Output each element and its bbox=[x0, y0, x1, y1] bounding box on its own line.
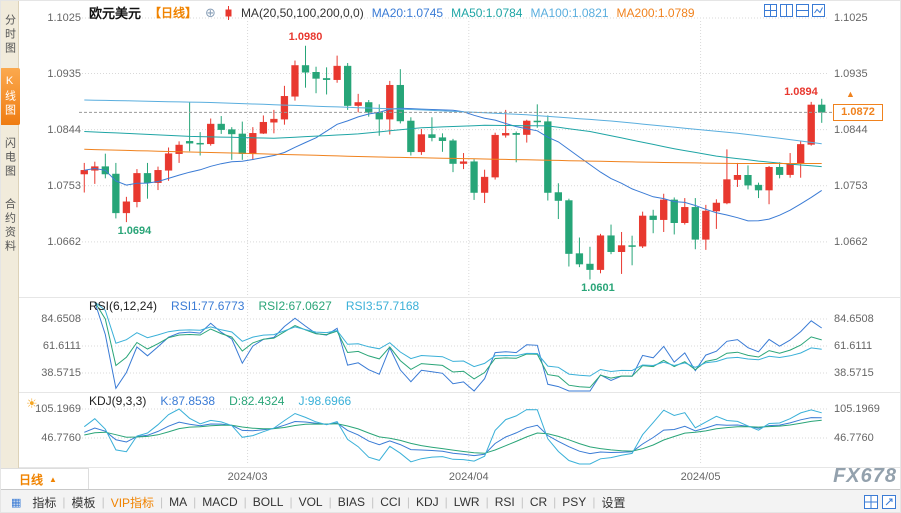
kdj-k-value: K:87.8538 bbox=[160, 394, 216, 408]
x-axis-tick: 2024/05 bbox=[680, 471, 721, 483]
candle-indicator-icon bbox=[224, 5, 233, 20]
toolbar-separator: | bbox=[328, 495, 332, 509]
rsi-panel-header: RSI(6,12,24) RSI1:77.6773 RSI2:67.0627 R… bbox=[89, 299, 419, 313]
toolbar-separator: | bbox=[485, 495, 489, 509]
toolbar-separator: | bbox=[193, 495, 197, 509]
price-annotation: 1.0694 bbox=[117, 225, 152, 238]
ma50-value: MA50:1.0784 bbox=[451, 5, 523, 20]
sidebar-nav: 分时图 K线图 闪电图 合约资料 bbox=[1, 1, 20, 468]
price-up-arrow-icon: ▲ bbox=[846, 89, 855, 100]
toolbar-item-2[interactable]: VIP指标 bbox=[110, 495, 155, 510]
toolbar-separator: | bbox=[592, 495, 596, 509]
ma-params-label: MA(20,50,100,200,0,0) bbox=[240, 5, 364, 20]
toolbar-separator: | bbox=[101, 495, 105, 509]
layout-grid-icon[interactable] bbox=[764, 4, 777, 17]
toolbar-separator: | bbox=[406, 495, 410, 509]
x-axis-tick: 2024/03 bbox=[227, 471, 268, 483]
layout-rows-icon[interactable] bbox=[796, 4, 809, 17]
x-axis-tick: 2024/04 bbox=[448, 471, 489, 483]
ma100-value: MA100:1.0821 bbox=[530, 5, 609, 20]
kdj-j-value: J:98.6966 bbox=[298, 394, 352, 408]
toolbar-separator: | bbox=[243, 495, 247, 509]
period-label[interactable]: 【日线】 bbox=[149, 6, 198, 20]
toolbar-separator: | bbox=[160, 495, 164, 509]
chart-header: 欧元美元 【日线】 ⊕ MA(20,50,100,200,0,0) MA20:1… bbox=[89, 4, 695, 22]
toolbar-items: 指标 | 模板 | VIP指标 | MA | MACD | BOLL | VOL | BIAS | CCI | KD… bbox=[26, 494, 631, 511]
ma200-value: MA200:1.0789 bbox=[616, 5, 695, 20]
circle-plus-icon[interactable]: ⊕ bbox=[205, 4, 216, 20]
toolbar-separator: | bbox=[553, 495, 557, 509]
chart-canvas[interactable] bbox=[19, 1, 901, 488]
ma20-value: MA20:1.0745 bbox=[371, 5, 444, 20]
toolbar-item-12[interactable]: CR bbox=[529, 495, 548, 509]
period-tab-label: 日线 bbox=[19, 472, 44, 487]
toolbar-item-3[interactable]: MA bbox=[169, 495, 188, 509]
layout-icons bbox=[764, 4, 825, 17]
toolbar-item-13[interactable]: PSY bbox=[562, 495, 587, 509]
toolbar-separator: | bbox=[371, 495, 375, 509]
sidebar-item-time-chart[interactable]: 分时图 bbox=[3, 14, 16, 56]
rsi3-value: RSI3:57.7168 bbox=[345, 299, 420, 313]
rsi2-value: RSI2:67.0627 bbox=[258, 299, 332, 313]
price-annotation: 1.0601 bbox=[581, 282, 615, 295]
rsi1-value: RSI1:77.6773 bbox=[171, 299, 245, 313]
toolbar-separator: | bbox=[62, 495, 66, 509]
toolbar-item-8[interactable]: CCI bbox=[380, 495, 401, 509]
toolbar-item-11[interactable]: RSI bbox=[494, 495, 515, 509]
toolbar-item-9[interactable]: KDJ bbox=[415, 495, 439, 509]
layout-single-icon[interactable] bbox=[812, 4, 825, 17]
toolbar-separator: | bbox=[289, 495, 293, 509]
indicator-toolbar: ▦ 指标 | 模板 | VIP指标 | MA | MACD | BOLL | VOL | BIAS | CCI |… bbox=[1, 489, 900, 512]
toolbar-item-10[interactable]: LWR bbox=[453, 495, 480, 509]
toolbar-item-0[interactable]: 指标 bbox=[32, 495, 57, 510]
toolbar-item-14[interactable]: 设置 bbox=[601, 495, 626, 510]
indicator-grid-icon[interactable]: ▦ bbox=[11, 496, 22, 509]
toolbar-separator: | bbox=[520, 495, 524, 509]
toolbar-item-7[interactable]: BIAS bbox=[337, 495, 366, 509]
grid-layout-icon[interactable] bbox=[864, 495, 878, 509]
toolbar-item-6[interactable]: VOL bbox=[298, 495, 323, 509]
price-annotation: 1.0894 bbox=[784, 85, 818, 98]
toolbar-item-4[interactable]: MACD bbox=[202, 495, 238, 509]
indicator-settings-icon[interactable]: ☀ bbox=[26, 396, 38, 411]
symbol-name: 欧元美元 bbox=[89, 6, 142, 21]
chevron-up-icon: ▲ bbox=[49, 474, 57, 484]
toolbar-item-1[interactable]: 模板 bbox=[71, 495, 96, 510]
kdj-panel-header: KDJ(9,3,3) K:87.8538 D:82.4324 J:98.6966 bbox=[89, 394, 351, 408]
price-annotation: 1.0980 bbox=[288, 30, 323, 43]
toolbar-right-icons bbox=[864, 495, 896, 509]
kdj-title: KDJ(9,3,3) bbox=[89, 394, 147, 408]
toolbar-item-5[interactable]: BOLL bbox=[252, 495, 284, 509]
fullscreen-icon[interactable] bbox=[882, 495, 896, 509]
sidebar-item-candle-chart[interactable]: K线图 bbox=[1, 68, 20, 125]
rsi-title: RSI(6,12,24) bbox=[89, 299, 158, 313]
kdj-d-value: D:82.4324 bbox=[229, 394, 285, 408]
watermark: FX678 bbox=[833, 465, 897, 487]
current-price-tag: 1.0872 bbox=[833, 104, 883, 122]
sidebar-item-tick-chart[interactable]: 闪电图 bbox=[3, 137, 16, 179]
toolbar-separator: | bbox=[444, 495, 448, 509]
layout-columns-icon[interactable] bbox=[780, 4, 793, 17]
period-tab[interactable]: 日线 ▲ bbox=[1, 468, 89, 489]
sidebar-item-contract-info[interactable]: 合约资料 bbox=[3, 198, 16, 254]
